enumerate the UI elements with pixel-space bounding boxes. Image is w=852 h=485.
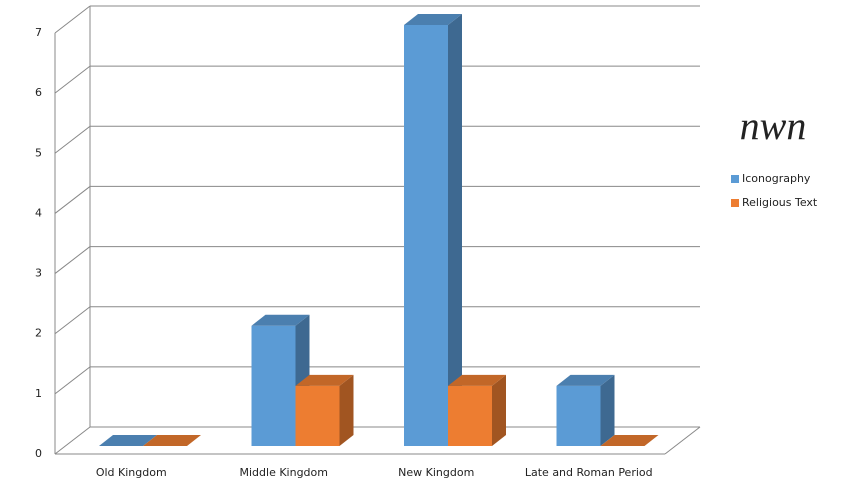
- grid-line: [54, 5, 91, 34]
- y-tick-label: 4: [35, 206, 42, 219]
- bar-top: [600, 435, 659, 446]
- legend-label: Iconography: [742, 172, 811, 185]
- y-tick-label: 6: [35, 86, 42, 99]
- x-tick-label: Old Kingdom: [96, 466, 167, 479]
- y-tick-label: 5: [35, 146, 42, 159]
- bar-front: [251, 325, 296, 446]
- bar: [448, 374, 506, 446]
- y-tick-label: 0: [35, 447, 42, 460]
- y-tick-label: 1: [35, 387, 42, 400]
- bar-front: [295, 385, 340, 446]
- bar-top: [99, 435, 157, 446]
- y-tick-label: 3: [35, 267, 42, 280]
- bar-top: [251, 314, 310, 326]
- y-tick-label: 2: [35, 327, 42, 340]
- bar-side: [339, 374, 354, 446]
- legend-label: Religious Text: [742, 196, 818, 209]
- bar-front: [556, 385, 601, 446]
- bar-top: [295, 374, 354, 386]
- bar-top: [448, 374, 506, 386]
- grid-line: [54, 366, 91, 395]
- x-tick-label: Late and Roman Period: [525, 466, 653, 479]
- axis-line: [664, 426, 701, 455]
- grid-line: [54, 426, 91, 455]
- bar: [556, 374, 615, 446]
- y-tick-label: 7: [35, 26, 42, 39]
- bar-front: [448, 385, 492, 446]
- bar: [404, 14, 462, 446]
- bar: [600, 435, 659, 446]
- bar-side: [448, 14, 462, 446]
- x-tick-label: Middle Kingdom: [240, 466, 328, 479]
- bar-top: [143, 435, 201, 446]
- legend-swatch: [731, 175, 739, 183]
- grid-line: [54, 306, 91, 335]
- bar-top: [556, 374, 615, 386]
- bar: [143, 435, 201, 446]
- grid-line: [54, 186, 91, 214]
- grid-line: [54, 65, 91, 94]
- bar-top: [404, 14, 462, 25]
- bar-side: [492, 374, 506, 446]
- x-tick-label: New Kingdom: [398, 466, 474, 479]
- grid-line: [54, 246, 91, 274]
- chart-title: nwn: [740, 103, 807, 148]
- grid-line: [54, 125, 91, 154]
- bar: [295, 374, 354, 446]
- bar: [99, 435, 157, 446]
- bar-front: [404, 25, 448, 446]
- legend-swatch: [731, 199, 739, 207]
- bar-side: [600, 374, 615, 446]
